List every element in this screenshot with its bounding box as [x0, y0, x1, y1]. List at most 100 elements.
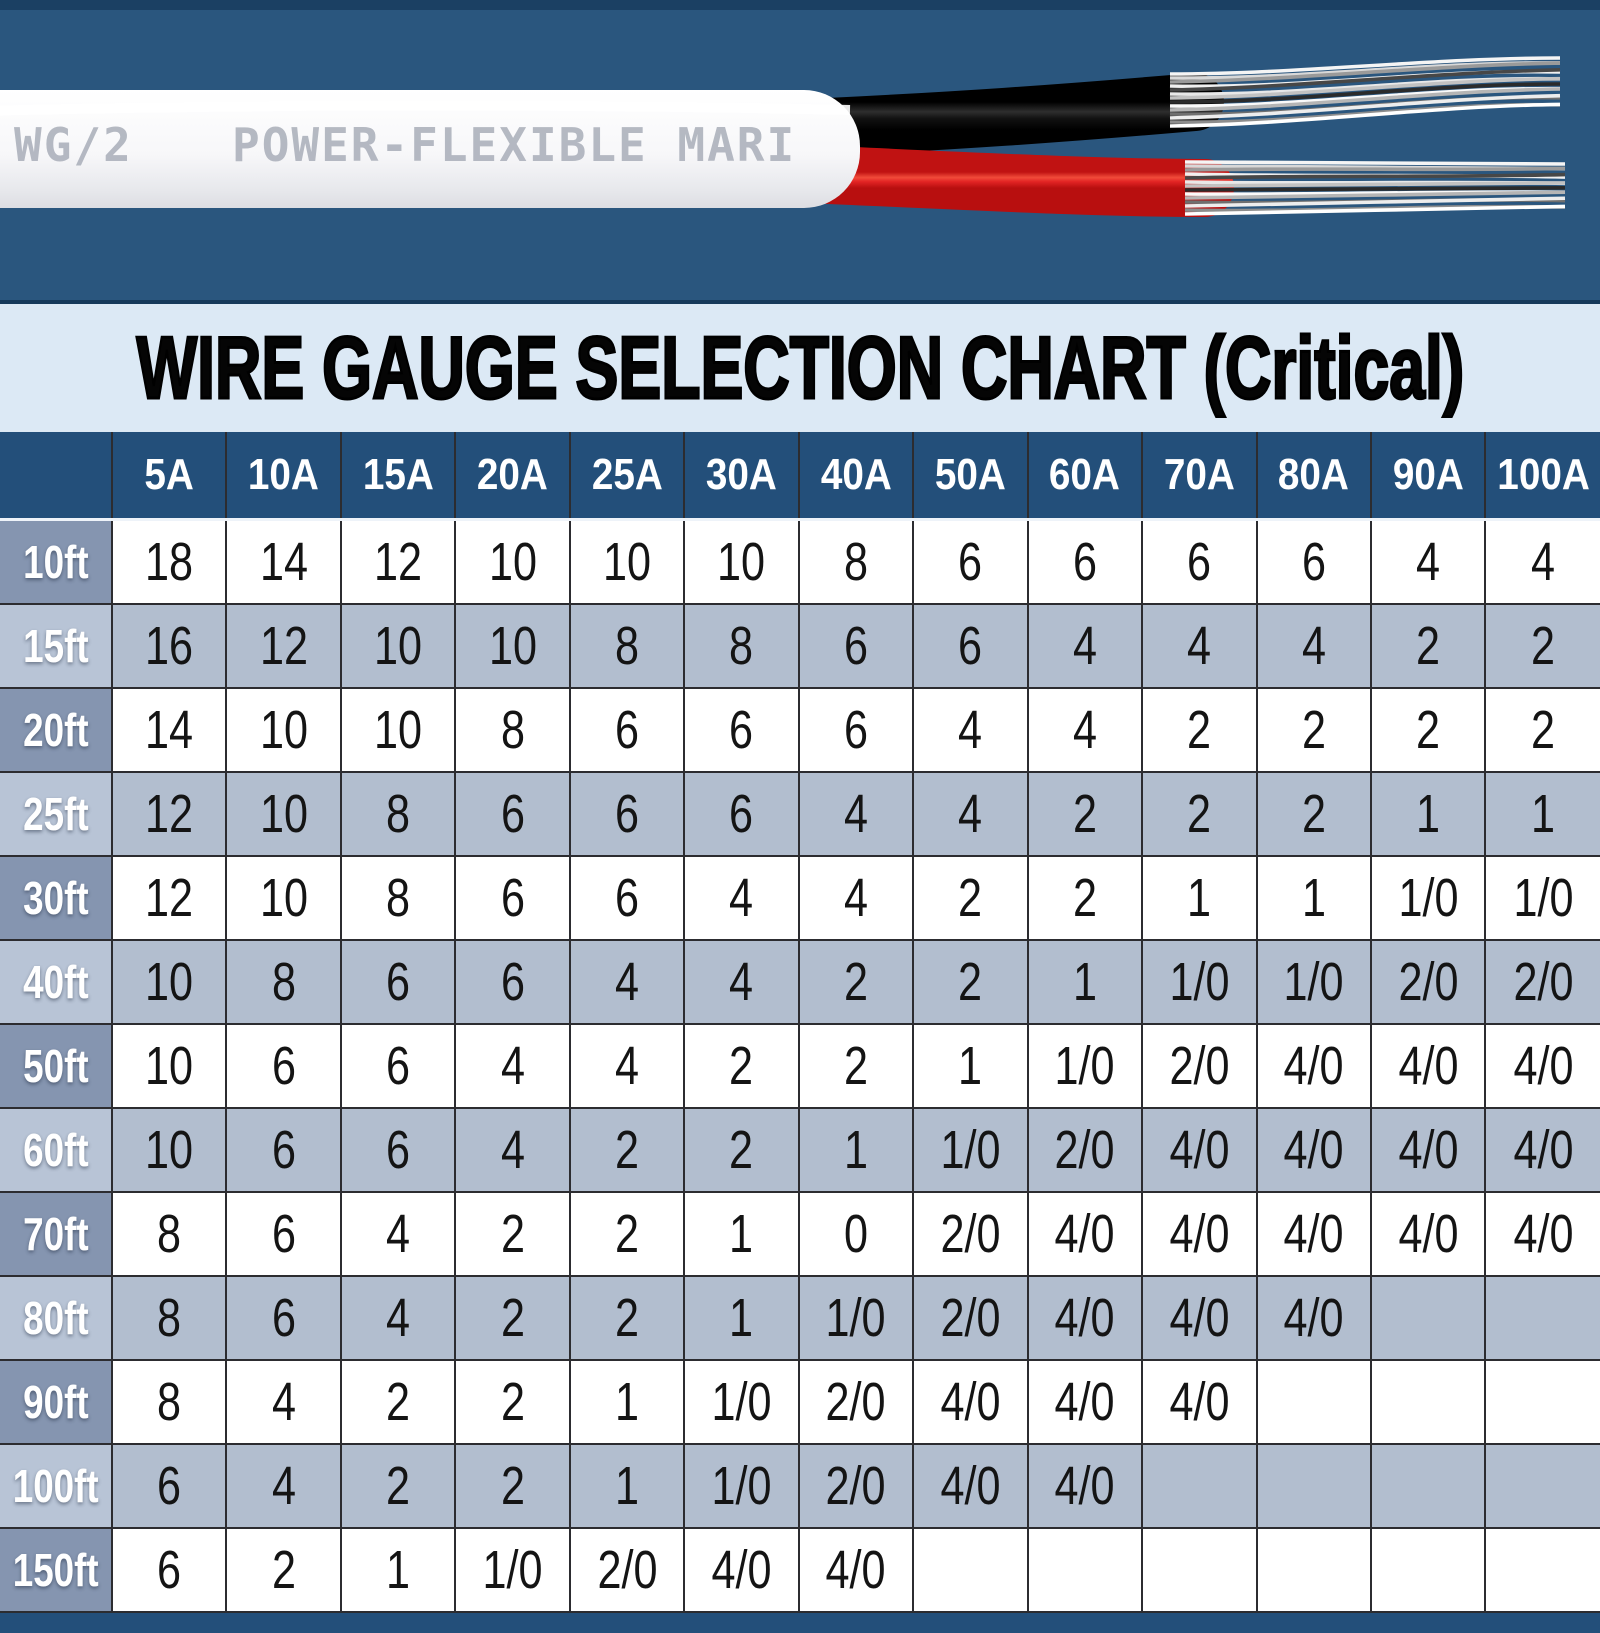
cell-15ft-90A: 2 — [1369, 603, 1487, 689]
cell-25ft-25A: 6 — [568, 771, 686, 857]
cell-50ft-15A: 6 — [339, 1023, 457, 1109]
table-row-15ft: 15ft 16 12 10 10 8 8 6 6 4 4 4 2 2 — [0, 603, 1600, 689]
cell-90ft-15A: 2 — [339, 1359, 457, 1445]
table-row-40ft: 40ft 10 8 6 6 4 4 2 2 1 1/0 1/0 2/0 2/0 — [0, 939, 1600, 1025]
cell-60ft-80A: 4/0 — [1255, 1107, 1372, 1193]
table-row-25ft: 25ft 12 10 8 6 6 6 4 4 2 2 2 1 1 — [0, 771, 1600, 857]
title-band: WIRE GAUGE SELECTION CHART (Critical) — [0, 300, 1600, 432]
cell-10ft-5A: 18 — [110, 518, 228, 605]
row-label-100ft: 100ft — [0, 1443, 113, 1529]
cell-90ft-40A: 2/0 — [797, 1359, 915, 1445]
cell-10ft-10A: 14 — [225, 518, 342, 605]
exposed-strands-top — [1169, 56, 1561, 128]
corner-cell — [0, 432, 113, 521]
cell-40ft-90A: 2/0 — [1369, 939, 1487, 1025]
cell-90ft-10A: 4 — [225, 1359, 342, 1445]
col-header-30a: 30A — [683, 432, 800, 521]
cell-60ft-70A: 4/0 — [1141, 1107, 1258, 1193]
cell-25ft-80A: 2 — [1255, 771, 1372, 857]
cell-70ft-20A: 2 — [454, 1191, 571, 1277]
cell-70ft-70A: 4/0 — [1141, 1191, 1258, 1277]
cell-25ft-90A: 1 — [1369, 771, 1487, 857]
cell-15ft-10A: 12 — [225, 603, 342, 689]
cell-20ft-60A: 4 — [1026, 687, 1144, 773]
cell-80ft-15A: 4 — [339, 1275, 457, 1361]
col-header-50a: 50A — [912, 432, 1029, 521]
cell-60ft-15A: 6 — [339, 1107, 457, 1193]
cell-20ft-30A: 6 — [683, 687, 800, 773]
table-row-70ft: 70ft 8 6 4 2 2 1 0 2/0 4/0 4/0 4/0 4/0 4/0 — [0, 1191, 1600, 1277]
cell-40ft-10A: 8 — [225, 939, 342, 1025]
cell-20ft-25A: 6 — [568, 687, 686, 773]
cell-100ft-50A: 4/0 — [912, 1443, 1029, 1529]
table-row-60ft: 60ft 10 6 6 4 2 2 1 1/0 2/0 4/0 4/0 4/0 4/0 — [0, 1107, 1600, 1193]
cell-60ft-5A: 10 — [110, 1107, 228, 1193]
cell-70ft-90A: 4/0 — [1369, 1191, 1487, 1277]
cable-print-left: WG/2 — [14, 118, 133, 172]
cell-90ft-25A: 1 — [568, 1359, 686, 1445]
cell-90ft-90A — [1369, 1359, 1487, 1445]
cell-80ft-50A: 2/0 — [912, 1275, 1029, 1361]
cell-20ft-20A: 8 — [454, 687, 571, 773]
cell-150ft-60A — [1026, 1527, 1144, 1613]
cell-60ft-100A: 4/0 — [1484, 1107, 1600, 1193]
cell-15ft-80A: 4 — [1255, 603, 1372, 689]
row-label-60ft: 60ft — [0, 1107, 113, 1193]
cell-60ft-50A: 1/0 — [912, 1107, 1029, 1193]
cell-25ft-40A: 4 — [797, 771, 915, 857]
cell-40ft-25A: 4 — [568, 939, 686, 1025]
cell-50ft-40A: 2 — [797, 1023, 915, 1109]
cell-50ft-10A: 6 — [225, 1023, 342, 1109]
cell-100ft-40A: 2/0 — [797, 1443, 915, 1529]
cell-60ft-90A: 4/0 — [1369, 1107, 1487, 1193]
cell-80ft-30A: 1 — [683, 1275, 800, 1361]
cell-10ft-60A: 6 — [1026, 518, 1144, 605]
cell-15ft-5A: 16 — [110, 603, 228, 689]
cell-40ft-40A: 2 — [797, 939, 915, 1025]
cell-80ft-20A: 2 — [454, 1275, 571, 1361]
cell-150ft-40A: 4/0 — [797, 1527, 915, 1613]
cell-30ft-40A: 4 — [797, 855, 915, 941]
cell-70ft-40A: 0 — [797, 1191, 915, 1277]
cell-80ft-10A: 6 — [225, 1275, 342, 1361]
cell-70ft-60A: 4/0 — [1026, 1191, 1144, 1277]
cell-30ft-15A: 8 — [339, 855, 457, 941]
cell-70ft-10A: 6 — [225, 1191, 342, 1277]
row-label-70ft: 70ft — [0, 1191, 113, 1277]
cell-60ft-40A: 1 — [797, 1107, 915, 1193]
cell-15ft-70A: 4 — [1141, 603, 1258, 689]
cell-10ft-25A: 10 — [568, 518, 686, 605]
cell-150ft-90A — [1369, 1527, 1487, 1613]
cell-70ft-100A: 4/0 — [1484, 1191, 1600, 1277]
cell-50ft-60A: 1/0 — [1026, 1023, 1144, 1109]
col-header-40a: 40A — [797, 432, 915, 521]
cell-60ft-10A: 6 — [225, 1107, 342, 1193]
col-header-20a: 20A — [454, 432, 571, 521]
table-row-10ft: 10ft 18 14 12 10 10 10 8 6 6 6 6 4 4 — [0, 518, 1600, 605]
cell-150ft-30A: 4/0 — [683, 1527, 800, 1613]
cell-150ft-10A: 2 — [225, 1527, 342, 1613]
col-header-5a: 5A — [110, 432, 228, 521]
row-label-50ft: 50ft — [0, 1023, 113, 1109]
cell-20ft-70A: 2 — [1141, 687, 1258, 773]
cell-25ft-15A: 8 — [339, 771, 457, 857]
cell-100ft-15A: 2 — [339, 1443, 457, 1529]
cell-30ft-60A: 2 — [1026, 855, 1144, 941]
table-row-50ft: 50ft 10 6 6 4 4 2 2 1 1/0 2/0 4/0 4/0 4/0 — [0, 1023, 1600, 1109]
cell-50ft-90A: 4/0 — [1369, 1023, 1487, 1109]
row-label-40ft: 40ft — [0, 939, 113, 1025]
cell-30ft-70A: 1 — [1141, 855, 1258, 941]
cell-10ft-90A: 4 — [1369, 518, 1487, 605]
cell-100ft-70A — [1141, 1443, 1258, 1529]
cell-50ft-25A: 4 — [568, 1023, 686, 1109]
cell-10ft-70A: 6 — [1141, 518, 1258, 605]
cell-90ft-20A: 2 — [454, 1359, 571, 1445]
col-header-70a: 70A — [1141, 432, 1258, 521]
row-label-25ft: 25ft — [0, 771, 113, 857]
cell-50ft-80A: 4/0 — [1255, 1023, 1372, 1109]
cell-100ft-60A: 4/0 — [1026, 1443, 1144, 1529]
top-strip — [0, 0, 1600, 10]
cell-100ft-5A: 6 — [110, 1443, 228, 1529]
table-row-90ft: 90ft 8 4 2 2 1 1/0 2/0 4/0 4/0 4/0 — [0, 1359, 1600, 1445]
cell-80ft-5A: 8 — [110, 1275, 228, 1361]
